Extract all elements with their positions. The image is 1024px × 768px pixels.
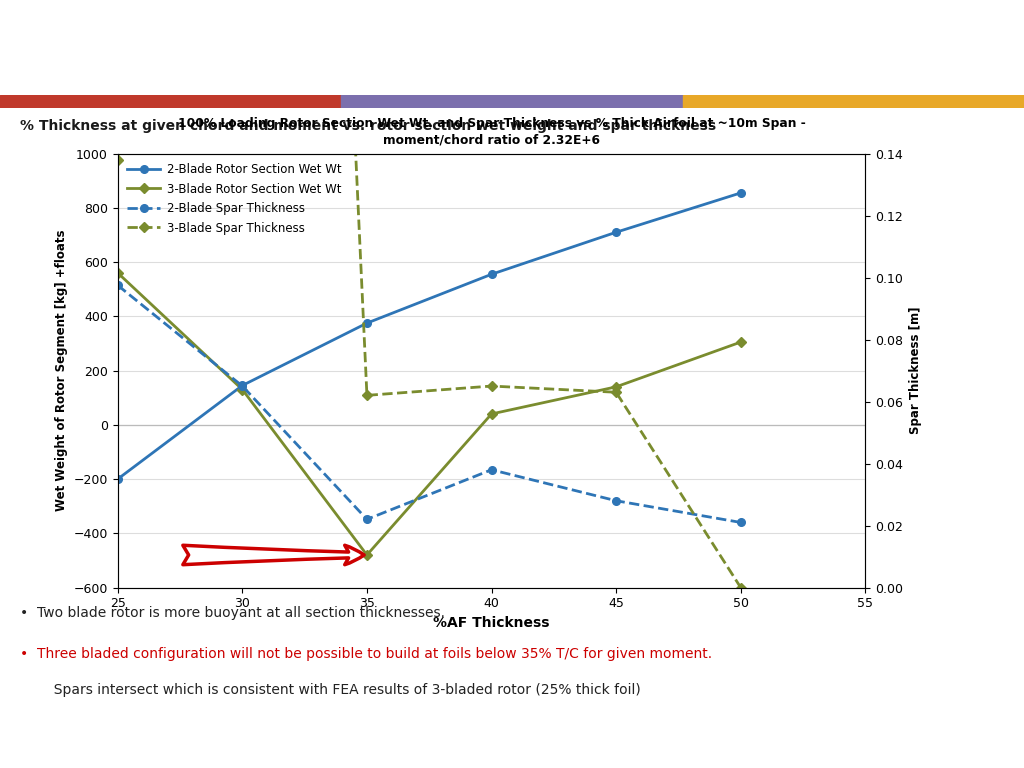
Bar	[0, 95, 341, 108]
Y-axis label: Spar Thickness [m]: Spar Thickness [m]	[908, 306, 922, 435]
2-Blade Rotor Section Wet Wt	[610, 227, 623, 237]
2-Blade Spar Thickness	[112, 281, 124, 290]
2-Blade Rotor Section Wet Wt	[485, 270, 498, 279]
2-Blade Rotor Section Wet Wt	[237, 381, 249, 390]
Title: 100% Loading Rotor Section Wet Wt. and Spar Thickness vs % Thick Airfoil at ~10m: 100% Loading Rotor Section Wet Wt. and S…	[177, 117, 806, 147]
Text: Company Confidential and Proprietary – October 18-19, 2011: Company Confidential and Proprietary – O…	[15, 746, 357, 756]
2-Blade Spar Thickness	[485, 465, 498, 475]
2-Blade Spar Thickness	[360, 515, 373, 524]
X-axis label: %AF Thickness: %AF Thickness	[433, 616, 550, 630]
2-Blade Rotor Section Wet Wt	[360, 319, 373, 328]
Bar	[341, 95, 683, 108]
Text: Preliminary Results – Effect of T/C: Preliminary Results – Effect of T/C	[31, 39, 522, 67]
Text: •  Three bladed configuration will not be possible to build at foils below 35% T: • Three bladed configuration will not be…	[20, 647, 713, 661]
2-Blade Rotor Section Wet Wt	[112, 475, 124, 484]
3-Blade Rotor Section Wet Wt	[237, 385, 249, 394]
Y-axis label: Wet Weight of Rotor Segment [kg] +floats: Wet Weight of Rotor Segment [kg] +floats	[55, 230, 69, 511]
Line: 2-Blade Spar Thickness: 2-Blade Spar Thickness	[114, 282, 744, 526]
3-Blade Spar Thickness	[112, 155, 124, 164]
Text: % Thickness at given chord and moment vs. rotor section wet weight and spar thic: % Thickness at given chord and moment vs…	[20, 119, 717, 133]
3-Blade Rotor Section Wet Wt	[485, 409, 498, 419]
Text: Spars intersect which is consistent with FEA results of 3-bladed rotor (25% thic: Spars intersect which is consistent with…	[45, 683, 641, 697]
Text: •  Two blade rotor is more buoyant at all section thicknesses.: • Two blade rotor is more buoyant at all…	[20, 606, 445, 620]
Legend: 2-Blade Rotor Section Wet Wt, 3-Blade Rotor Section Wet Wt, 2-Blade Spar Thickne: 2-Blade Rotor Section Wet Wt, 3-Blade Ro…	[124, 160, 345, 238]
Line: 2-Blade Rotor Section Wet Wt: 2-Blade Rotor Section Wet Wt	[114, 189, 744, 483]
3-Blade Rotor Section Wet Wt	[112, 268, 124, 277]
3-Blade Spar Thickness	[734, 583, 746, 592]
3-Blade Rotor Section Wet Wt	[610, 382, 623, 392]
3-Blade Spar Thickness	[610, 388, 623, 397]
Line: 3-Blade Spar Thickness: 3-Blade Spar Thickness	[114, 0, 744, 591]
2-Blade Spar Thickness	[734, 518, 746, 527]
3-Blade Spar Thickness	[485, 382, 498, 391]
2-Blade Spar Thickness	[610, 496, 623, 505]
3-Blade Rotor Section Wet Wt	[360, 551, 373, 560]
2-Blade Spar Thickness	[237, 382, 249, 391]
Line: 3-Blade Rotor Section Wet Wt: 3-Blade Rotor Section Wet Wt	[114, 269, 744, 559]
3-Blade Spar Thickness	[360, 391, 373, 400]
2-Blade Rotor Section Wet Wt	[734, 188, 746, 197]
3-Blade Rotor Section Wet Wt	[734, 337, 746, 346]
Bar	[683, 95, 1024, 108]
